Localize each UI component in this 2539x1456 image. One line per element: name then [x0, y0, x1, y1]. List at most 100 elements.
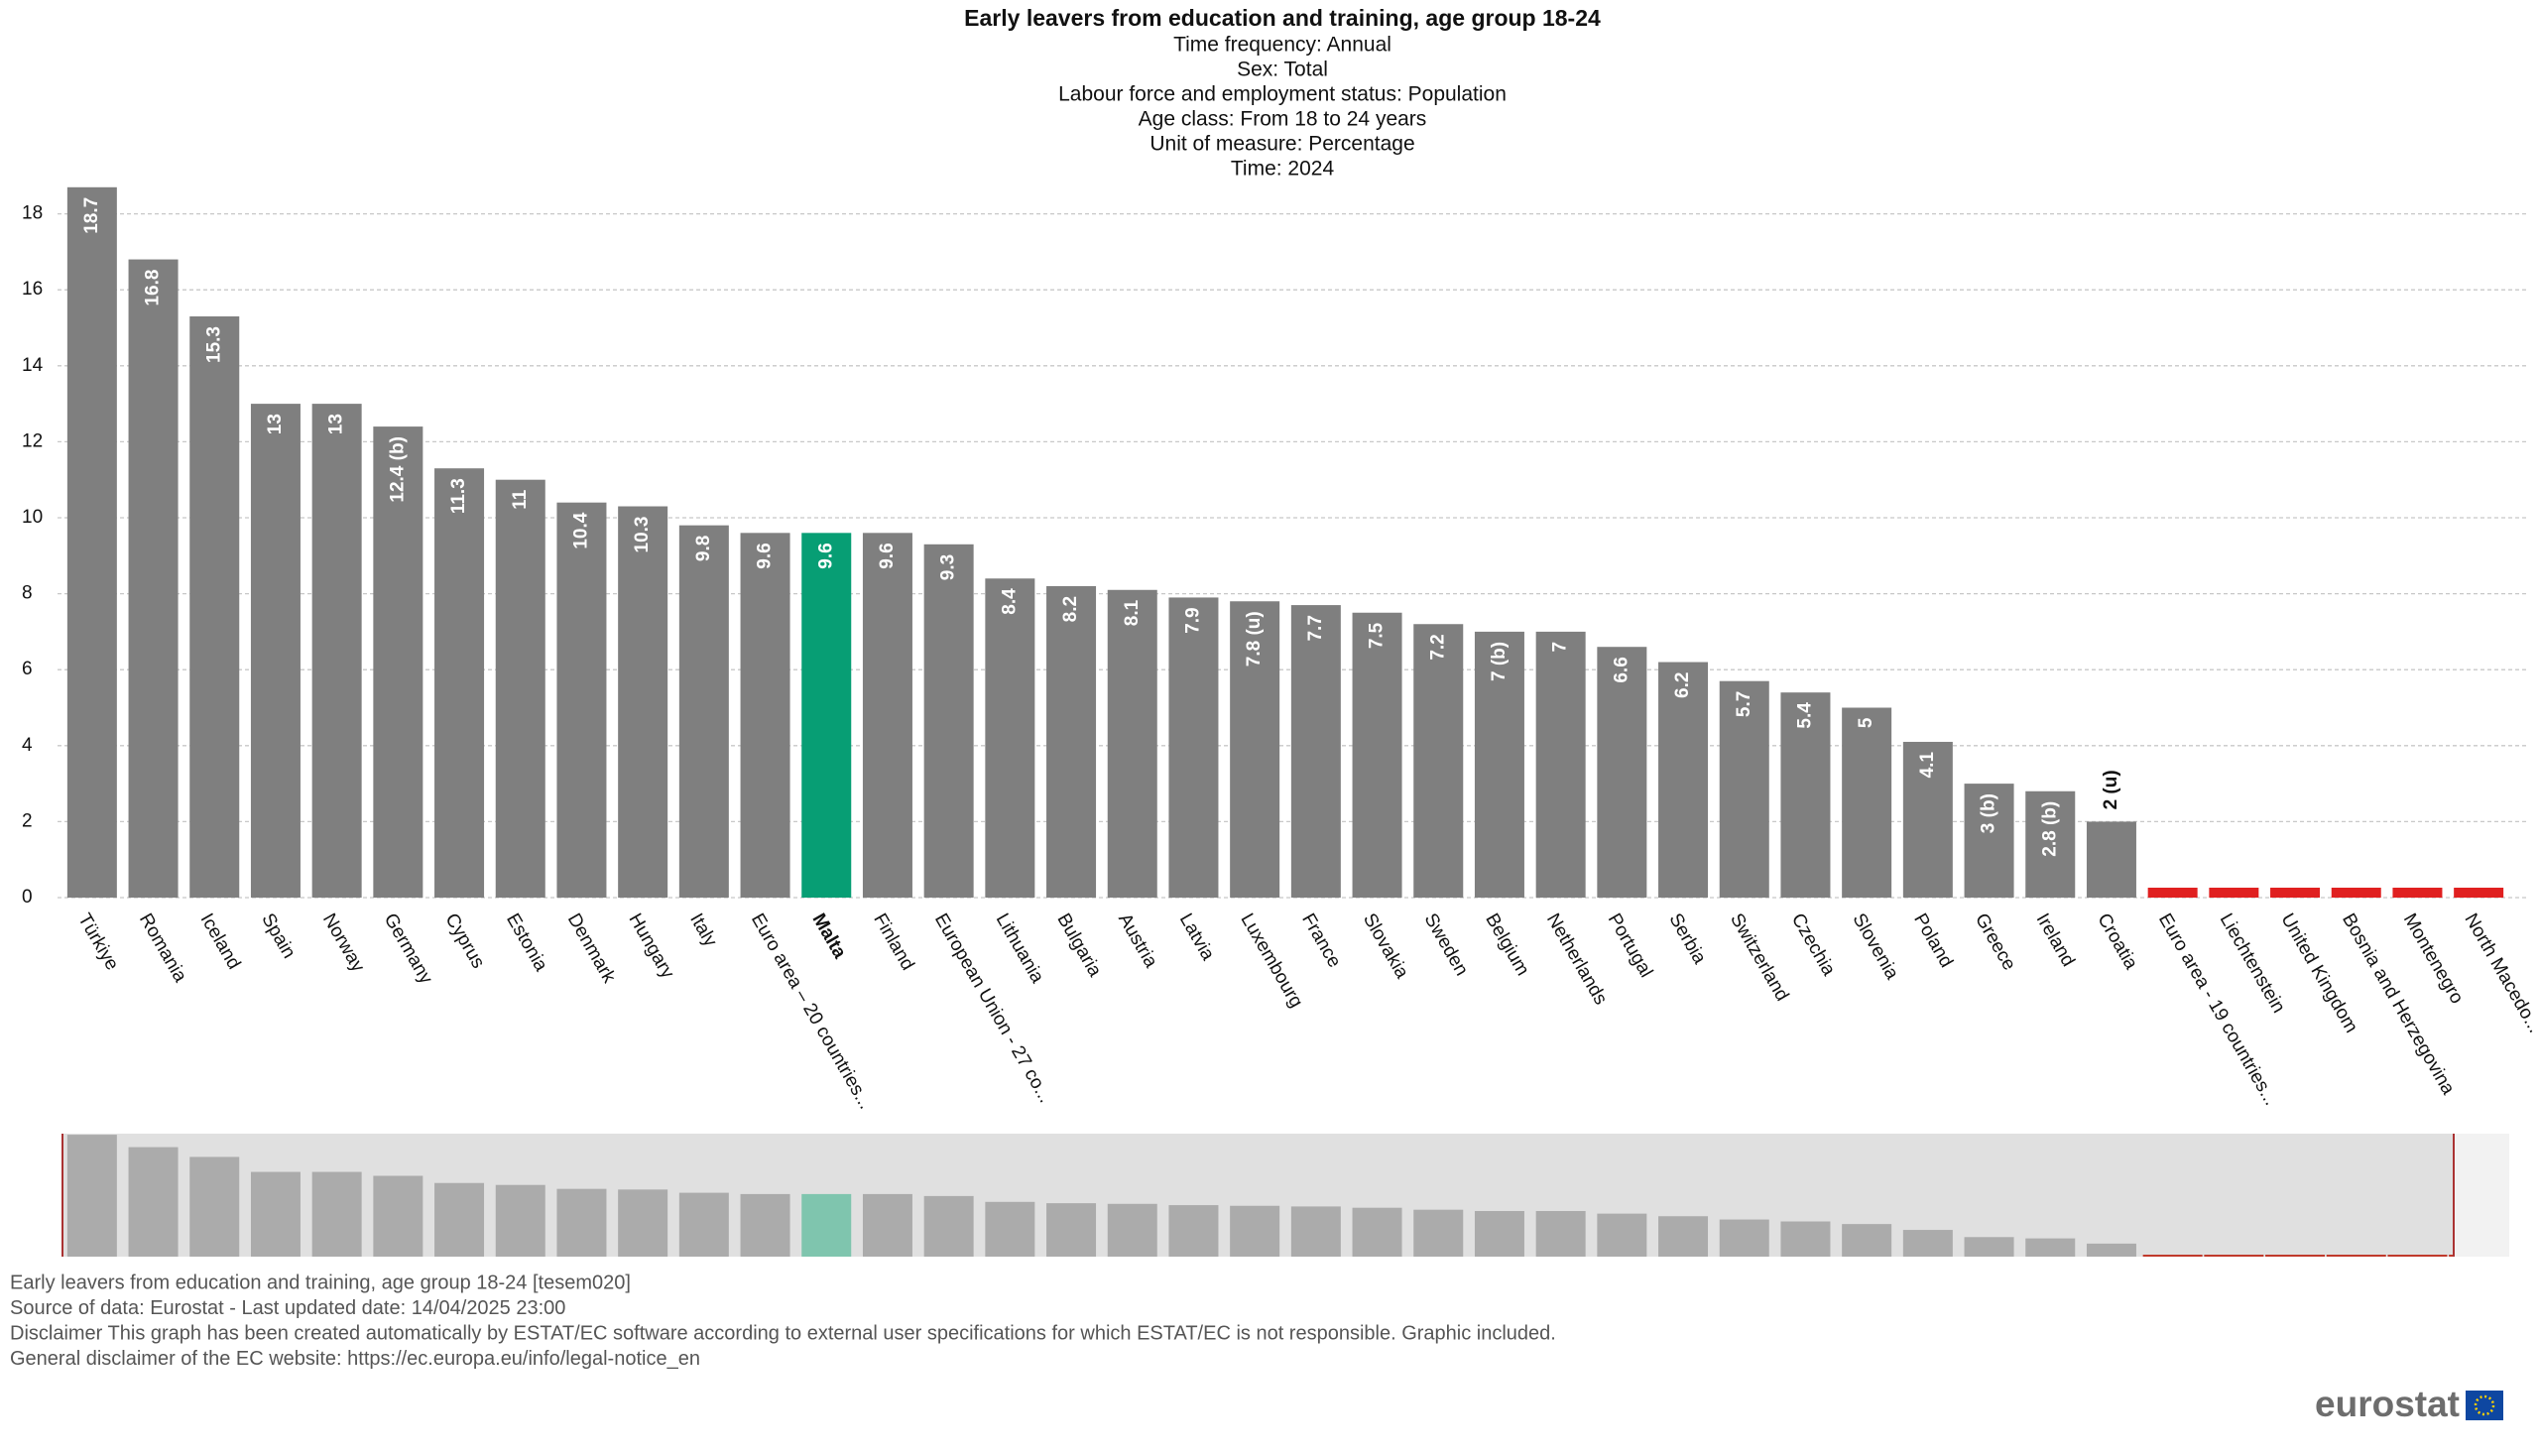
chart-subtitle: Sex: Total	[1237, 59, 1328, 81]
navigator-bar	[1413, 1209, 1464, 1257]
x-tick-label: Netherlands	[1542, 910, 1611, 1009]
chart-subtitle: Unit of measure: Percentage	[1149, 133, 1414, 156]
x-tick-label: Liechtenstein	[2216, 910, 2289, 1017]
data-label: 9.6	[755, 543, 776, 568]
bar	[985, 578, 1035, 898]
x-tick-label: Belgium	[1481, 910, 1533, 980]
footer-line: Early leavers from education and trainin…	[10, 1272, 631, 1293]
x-tick-label: Germany	[380, 910, 437, 989]
navigator-missing-bar	[2265, 1255, 2326, 1257]
navigator-bar	[2025, 1238, 2076, 1257]
data-label: 4.1	[1917, 752, 1938, 779]
navigator-bar	[1842, 1224, 1892, 1257]
navigator-bar	[495, 1184, 545, 1257]
data-label: 13	[265, 414, 286, 434]
missing-bar	[2147, 888, 2198, 898]
navigator-bar	[1352, 1207, 1402, 1257]
data-label: 10.3	[632, 517, 653, 553]
data-label: 6.6	[1611, 657, 1632, 682]
bar	[66, 186, 117, 899]
bar	[1719, 680, 1769, 898]
x-tick-label: Türkiye	[73, 910, 122, 974]
missing-bar	[2454, 888, 2504, 898]
bar	[678, 525, 729, 898]
navigator-bar	[2086, 1243, 2136, 1257]
bar	[1230, 601, 1280, 898]
bar	[1168, 597, 1219, 898]
bar	[1902, 741, 1953, 898]
x-tick-label: Slovakia	[1359, 910, 1412, 983]
navigator-bar	[618, 1189, 668, 1257]
x-tick-label: Cyprus	[440, 910, 488, 973]
navigator-missing-bar	[2204, 1255, 2264, 1257]
navigator-bar	[678, 1192, 729, 1257]
navigator-bar	[1230, 1205, 1280, 1257]
data-label: 15.3	[203, 326, 224, 363]
x-tick-label: Hungary	[624, 910, 677, 983]
x-tick-label: European Union - 27 co...	[930, 910, 1055, 1107]
x-tick-label: Montenegro	[2399, 910, 2468, 1008]
y-tick-label: 8	[22, 583, 33, 604]
chart-subtitle: Time frequency: Annual	[1173, 34, 1391, 57]
x-tick-label: Latvia	[1175, 910, 1219, 965]
missing-bar	[2392, 888, 2443, 898]
bar	[1658, 662, 1709, 898]
data-label: 5.4	[1794, 702, 1815, 729]
navigator-outside	[2455, 1134, 2509, 1257]
x-tick-label: Bosnia and Herzegovina	[2338, 910, 2459, 1099]
bar	[1780, 692, 1831, 898]
bar	[1597, 647, 1647, 898]
bar	[250, 404, 301, 898]
bar	[128, 259, 179, 898]
bar	[618, 506, 668, 898]
footer-line: Source of data: Eurostat - Last updated …	[10, 1297, 565, 1319]
y-tick-label: 4	[22, 735, 33, 756]
data-label: 12.4 (b)	[387, 436, 408, 503]
x-tick-label: Bulgaria	[1052, 910, 1105, 981]
x-tick-label: Switzerland	[1726, 910, 1792, 1006]
navigator-bar	[1474, 1210, 1524, 1257]
data-label: 16.8	[143, 270, 164, 306]
bar	[1107, 589, 1157, 898]
y-tick-label: 6	[22, 659, 33, 679]
data-label: 9.6	[877, 543, 898, 568]
x-tick-label: Ireland	[2032, 910, 2079, 971]
bar	[1842, 707, 1892, 898]
bar	[1352, 612, 1402, 898]
x-tick-label: Iceland	[196, 910, 245, 974]
navigator-bar	[985, 1201, 1035, 1257]
x-tick-label: Euro area - 19 countries...	[2154, 910, 2281, 1110]
navigator-bar	[1719, 1219, 1769, 1257]
logo-text: eurostat	[2315, 1384, 2460, 1424]
footer-line: General disclaimer of the EC website: ht…	[10, 1348, 700, 1370]
navigator-missing-bar	[2387, 1255, 2448, 1257]
data-label: 5.7	[1734, 691, 1754, 717]
chart-subtitle: Age class: From 18 to 24 years	[1139, 108, 1427, 131]
missing-bar	[2331, 888, 2381, 898]
x-tick-label: Czechia	[1787, 910, 1840, 980]
data-label: 8.2	[1060, 596, 1081, 622]
navigator-bar	[740, 1193, 790, 1257]
bar	[2025, 790, 2076, 898]
x-tick-label: Finland	[869, 910, 917, 974]
logo: eurostat	[2315, 1384, 2503, 1424]
navigator-bar	[1168, 1205, 1219, 1257]
navigator-bar	[556, 1188, 607, 1257]
x-tick-label: Poland	[1909, 910, 1957, 972]
bar	[740, 533, 790, 898]
data-label: 7.5	[1367, 622, 1388, 649]
bar	[2086, 821, 2136, 898]
x-tick-label: Norway	[318, 910, 369, 977]
bar	[311, 404, 362, 898]
x-tick-label: France	[1297, 910, 1345, 972]
navigator-bar	[373, 1175, 423, 1257]
bar	[495, 479, 545, 898]
missing-bar	[2209, 888, 2259, 898]
x-tick-label: Estonia	[502, 910, 551, 976]
navigator-bar	[311, 1171, 362, 1257]
data-label: 11	[510, 489, 531, 510]
navigator	[61, 1134, 2509, 1257]
x-tick-label: Sweden	[1420, 910, 1473, 980]
y-tick-label: 14	[22, 355, 44, 376]
data-label: 2 (u)	[2101, 770, 2121, 809]
